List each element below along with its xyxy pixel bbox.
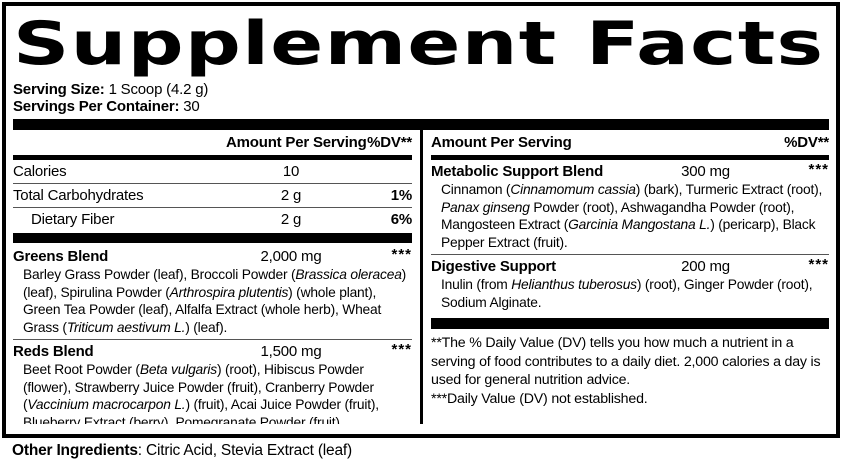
nutrient-row-total-carbohydrates: Total Carbohydrates 2 g 1% — [13, 183, 412, 207]
nutrient-name: Calories — [13, 163, 67, 180]
serving-size-line: Serving Size: 1 Scoop (4.2 g) — [13, 81, 829, 98]
greens-blend-header: Greens Blend 2,000 mg *** — [13, 246, 412, 265]
blend-name: Metabolic Support Blend — [431, 163, 604, 180]
header-divider-bar — [13, 119, 829, 130]
blend-divider-bar — [13, 233, 412, 243]
right-header-dv: %DV** — [784, 134, 829, 151]
blend-dv: *** — [391, 246, 412, 263]
facts-columns: Amount Per Serving %DV** Calories 10 Tot… — [13, 130, 829, 424]
reds-blend-header: Reds Blend 1,500 mg *** — [13, 341, 412, 360]
serving-size-value: 1 Scoop (4.2 g) — [104, 81, 209, 98]
nutrient-name: Total Carbohydrates — [13, 187, 144, 204]
metabolic-support-blend-section: Metabolic Support Blend 300 mg *** Cinna… — [431, 160, 829, 254]
blend-name: Reds Blend — [13, 343, 94, 360]
footnote-divider-bar — [431, 318, 829, 329]
servings-per-container-value: 30 — [179, 98, 200, 115]
nutrient-row-calories: Calories 10 — [13, 160, 412, 183]
nutrient-dv: 1% — [390, 187, 412, 204]
left-column: Amount Per Serving %DV** Calories 10 Tot… — [13, 130, 417, 424]
servings-per-container-label: Servings Per Container: — [13, 98, 180, 115]
column-divider — [420, 130, 423, 424]
right-column-header: Amount Per Serving %DV** — [431, 130, 829, 155]
blend-name: Digestive Support — [431, 258, 556, 275]
other-ingredients-value: : Citric Acid, Stevia Extract (leaf) — [137, 442, 352, 459]
right-header-bar — [431, 155, 829, 160]
left-header-bar — [13, 155, 412, 160]
blend-name: Greens Blend — [13, 248, 109, 265]
left-header-amount: Amount Per Serving — [226, 134, 367, 151]
digestive-support-section: Digestive Support 200 mg *** Inulin (fro… — [431, 255, 829, 314]
greens-blend-section: Greens Blend 2,000 mg *** Barley Grass P… — [13, 245, 412, 339]
right-header-amount: Amount Per Serving — [431, 134, 572, 151]
supplement-facts-panel: Supplement Facts Serving Size: 1 Scoop (… — [2, 2, 840, 438]
metabolic-support-blend-header: Metabolic Support Blend 300 mg *** — [431, 161, 829, 180]
daily-value-footnote: **The % Daily Value (DV) tells you how m… — [431, 335, 821, 388]
nutrient-row-dietary-fiber: Dietary Fiber 2 g 6% — [13, 207, 412, 231]
nutrient-amount: 2 g — [280, 211, 302, 228]
blend-dv: *** — [808, 256, 829, 273]
blend-separator — [431, 254, 829, 255]
blend-dv: *** — [391, 341, 412, 358]
metabolic-support-blend-ingredients: Cinnamon (Cinnamomum cassia) (bark), Tur… — [441, 182, 823, 250]
blend-dv: *** — [808, 161, 829, 178]
blend-amount: 2,000 mg — [260, 248, 322, 265]
other-ingredients-label: Other Ingredients — [12, 442, 138, 459]
nutrient-amount: 2 g — [280, 187, 302, 204]
digestive-support-ingredients: Inulin (from Helianthus tuberosus) (root… — [441, 277, 813, 310]
left-column-header: Amount Per Serving %DV** — [13, 130, 412, 155]
left-header-dv: %DV** — [367, 134, 412, 151]
not-established-footnote: ***Daily Value (DV) not established. — [431, 390, 648, 407]
nutrient-name: Dietary Fiber — [31, 211, 115, 228]
blend-separator — [13, 339, 412, 340]
page-title-text: Supplement Facts — [13, 9, 825, 79]
other-ingredients-line: Other Ingredients: Citric Acid, Stevia E… — [12, 442, 352, 460]
reds-blend-section: Reds Blend 1,500 mg *** Beet Root Powder… — [13, 340, 412, 424]
blend-amount: 300 mg — [681, 163, 730, 180]
greens-blend-ingredients: Barley Grass Powder (leaf), Broccoli Pow… — [23, 267, 407, 335]
blend-amount: 200 mg — [681, 258, 730, 275]
digestive-support-header: Digestive Support 200 mg *** — [431, 256, 829, 275]
reds-blend-ingredients: Beet Root Powder (Beta vulgaris) (root),… — [23, 362, 379, 424]
page-title: Supplement Facts — [13, 9, 829, 81]
nutrient-dv: 6% — [390, 211, 412, 228]
servings-per-container-line: Servings Per Container: 30 — [13, 98, 829, 115]
nutrient-amount: 10 — [282, 163, 300, 180]
serving-size-label: Serving Size: — [13, 81, 105, 98]
right-column: Amount Per Serving %DV** Metabolic Suppo… — [426, 130, 829, 424]
blend-amount: 1,500 mg — [260, 343, 322, 360]
